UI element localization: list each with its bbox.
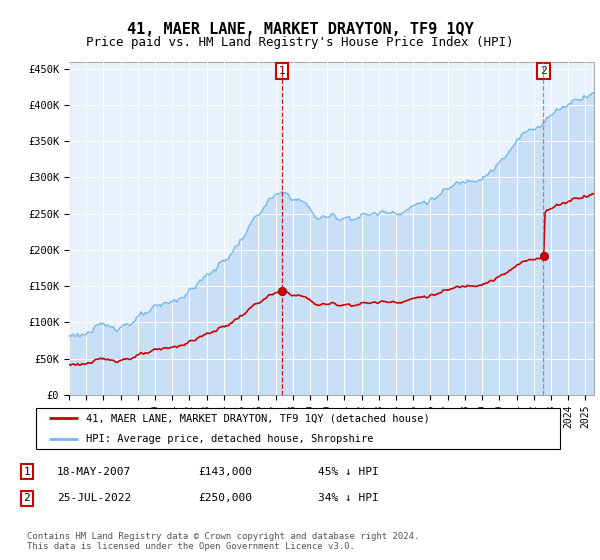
Text: 2: 2	[540, 66, 547, 76]
Text: £250,000: £250,000	[198, 493, 252, 503]
Text: 2: 2	[23, 493, 31, 503]
FancyBboxPatch shape	[35, 408, 560, 449]
Text: 25-JUL-2022: 25-JUL-2022	[57, 493, 131, 503]
Text: Contains HM Land Registry data © Crown copyright and database right 2024.
This d: Contains HM Land Registry data © Crown c…	[27, 532, 419, 552]
Text: 34% ↓ HPI: 34% ↓ HPI	[318, 493, 379, 503]
Text: 41, MAER LANE, MARKET DRAYTON, TF9 1QY (detached house): 41, MAER LANE, MARKET DRAYTON, TF9 1QY (…	[86, 413, 430, 423]
Text: Price paid vs. HM Land Registry's House Price Index (HPI): Price paid vs. HM Land Registry's House …	[86, 36, 514, 49]
Text: 45% ↓ HPI: 45% ↓ HPI	[318, 466, 379, 477]
Text: 1: 1	[279, 66, 286, 76]
Text: HPI: Average price, detached house, Shropshire: HPI: Average price, detached house, Shro…	[86, 433, 374, 444]
Text: 41, MAER LANE, MARKET DRAYTON, TF9 1QY: 41, MAER LANE, MARKET DRAYTON, TF9 1QY	[127, 22, 473, 38]
Text: £143,000: £143,000	[198, 466, 252, 477]
Text: 1: 1	[23, 466, 31, 477]
Text: 18-MAY-2007: 18-MAY-2007	[57, 466, 131, 477]
